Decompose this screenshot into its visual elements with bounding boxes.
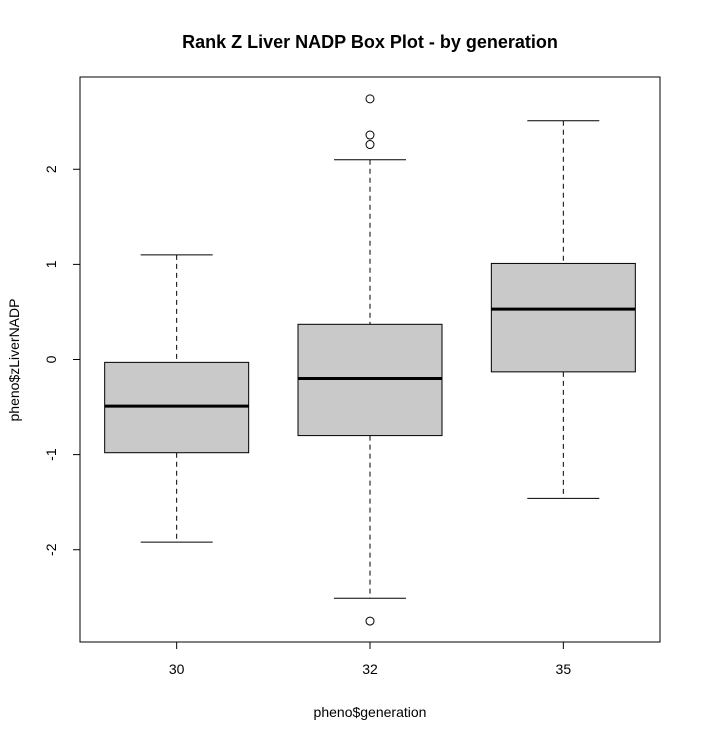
boxes-group [104, 94, 636, 626]
y-axis-label: pheno$zLiverNADP [6, 299, 22, 422]
x-axis-label: pheno$generation [314, 704, 427, 720]
box-iqr [490, 262, 636, 373]
outlier-point [365, 94, 375, 104]
outlier-point [365, 130, 375, 140]
y-tick-label: 2 [43, 165, 59, 173]
outlier-point [365, 140, 375, 150]
x-tick-label: 32 [362, 661, 378, 677]
y-tick-label: -2 [43, 543, 59, 556]
y-tick-label: 0 [43, 355, 59, 363]
x-tick-label: 30 [169, 661, 185, 677]
y-axis: -2 -1 0 1 2 [43, 165, 80, 556]
y-tick-label: -1 [43, 448, 59, 461]
outlier-point [365, 616, 375, 626]
box-35 [490, 120, 636, 499]
y-tick-label: 1 [43, 260, 59, 268]
x-axis: 30 32 35 [169, 642, 571, 677]
box-32 [297, 94, 443, 626]
chart-title: Rank Z Liver NADP Box Plot - by generati… [182, 32, 558, 52]
x-tick-label: 35 [556, 661, 572, 677]
box-30 [104, 254, 250, 543]
